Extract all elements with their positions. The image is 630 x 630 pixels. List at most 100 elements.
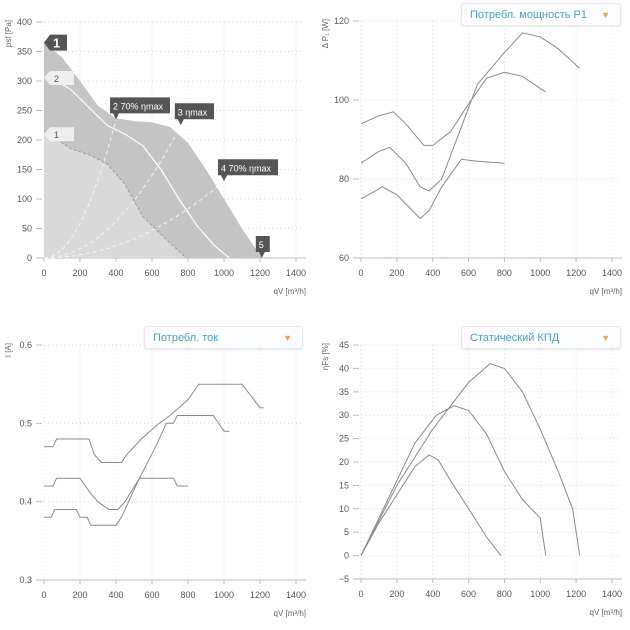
operating-point-label: 4 70% ηmax [221,163,272,173]
y-tick-label: 0.6 [19,340,32,350]
x-axis-label: qV [m³/h] [590,287,622,296]
power-series-3 [360,158,505,220]
y-tick-label: 40 [339,363,349,373]
operating-point-label: 1 [53,36,60,51]
current-series-2 [44,415,230,510]
operating-point-marker [110,97,170,120]
x-tick-label: 1400 [286,268,306,278]
x-tick-label: 1000 [530,268,550,278]
operating-point-label: 5 [259,240,264,250]
x-axis-label: qV [m³/h] [274,287,306,296]
x-axis-label: qV [m³/h] [274,609,306,618]
x-tick-label: 1400 [602,268,622,278]
x-tick-label: 400 [108,268,123,278]
x-tick-label: 1400 [286,590,306,600]
y-tick-label: 0.3 [19,575,32,585]
y-tick-label: 250 [17,106,32,116]
y-axis-label: I [A] [4,343,13,357]
x-tick-label: 0 [358,589,363,599]
x-tick-label: 400 [108,590,123,600]
x-tick-label: 600 [461,268,476,278]
x-tick-label: 800 [180,590,195,600]
x-tick-label: 600 [144,590,159,600]
operating-point-marker [255,236,270,258]
x-tick-label: 1000 [214,268,234,278]
y-tick-label: 120 [334,16,349,26]
current-series-1 [44,383,264,463]
x-tick-label: 0 [358,268,363,278]
y-tick-label: 400 [17,17,32,27]
y-tick-label: 200 [17,135,32,145]
dropdown-label: Потребл. мощность P1 [470,9,587,21]
y-tick-label: 45 [339,340,349,350]
y-tick-label: 80 [339,174,349,184]
dropdown-label: Статический КПД [470,332,560,344]
x-tick-label: 1200 [566,268,586,278]
x-tick-label: 0 [41,590,46,600]
speed-label-tag [44,127,74,142]
y-axis-label: Δ P₁ [W] [321,19,330,48]
x-tick-label: 1200 [566,589,586,599]
power-metric-dropdown[interactable]: Потребл. мощность P1 ▼ [461,3,621,26]
y-axis-label: psf [Pa] [4,20,13,47]
y-tick-label: 20 [339,457,349,467]
system-curve [43,185,219,259]
pressure-chart: 0 200 400 600 800 1000 1200 1400050100150200250… [4,17,306,296]
y-tick-label: 10 [339,504,349,514]
y-tick-label: 0.4 [19,497,32,507]
operating-point-marker [174,103,214,126]
current-series-3 [44,477,188,526]
x-tick-label: 200 [389,268,404,278]
y-tick-label: 0 [27,253,32,263]
operating-point-marker [44,34,67,51]
x-tick-label: 200 [389,589,404,599]
x-tick-label: 600 [461,589,476,599]
dropdown-label: Потребл. ток [153,332,219,344]
y-tick-label: 300 [17,76,32,86]
y-tick-label: 35 [339,387,349,397]
chevron-down-icon: ▼ [601,10,610,20]
x-tick-label: 1000 [214,590,234,600]
system-curve [43,119,117,259]
y-tick-label: −5 [339,574,349,584]
y-tick-label: 60 [339,253,349,263]
y-tick-label: 150 [17,165,32,175]
y-tick-label: 5 [344,527,349,537]
y-tick-label: 15 [339,480,349,490]
y-axis-label: ηFs [%] [321,343,330,370]
y-tick-label: 100 [17,194,32,204]
power-chart: 0 200 400 600 800 1000 1200 1400 60 80 100 120 Δ P₁ … [321,16,622,296]
speed2-curve [52,77,230,259]
y-tick-label: 100 [334,95,349,105]
efficiency-metric-dropdown[interactable]: Статический КПД ▼ [461,326,621,349]
efficiency-chart: 0 200 400 600 800 1000 1200 1400 −5 0 5 10 15 20 25 30 3… [321,340,622,617]
efficiency-series-1 [360,454,502,556]
x-tick-label: 200 [72,268,87,278]
y-tick-label: 25 [339,434,349,444]
x-tick-label: 1200 [250,268,270,278]
y-tick-label: 0 [344,551,349,561]
system-curve [43,133,177,259]
x-tick-label: 1000 [530,589,550,599]
x-axis-label: qV [m³/h] [590,608,622,617]
speed1-area [44,131,187,258]
x-tick-label: 800 [497,268,512,278]
x-tick-label: 600 [144,268,159,278]
speed-label: 2 [54,74,59,84]
chevron-down-icon: ▼ [601,333,610,343]
speed-label: 1 [54,130,59,140]
x-tick-label: 400 [425,268,440,278]
x-tick-label: 1200 [250,590,270,600]
y-tick-label: 50 [22,224,32,234]
efficiency-series-3 [360,363,581,556]
current-metric-dropdown[interactable]: Потребл. ток ▼ [144,326,303,349]
operating-point-label: 3 ηmax [178,107,208,117]
y-tick-label: 350 [17,47,32,57]
x-tick-label: 800 [497,589,512,599]
power-series-1 [360,71,546,146]
power-series-2 [360,32,581,192]
x-tick-label: 200 [72,590,87,600]
x-tick-label: 800 [180,268,195,278]
x-tick-label: 0 [41,268,46,278]
